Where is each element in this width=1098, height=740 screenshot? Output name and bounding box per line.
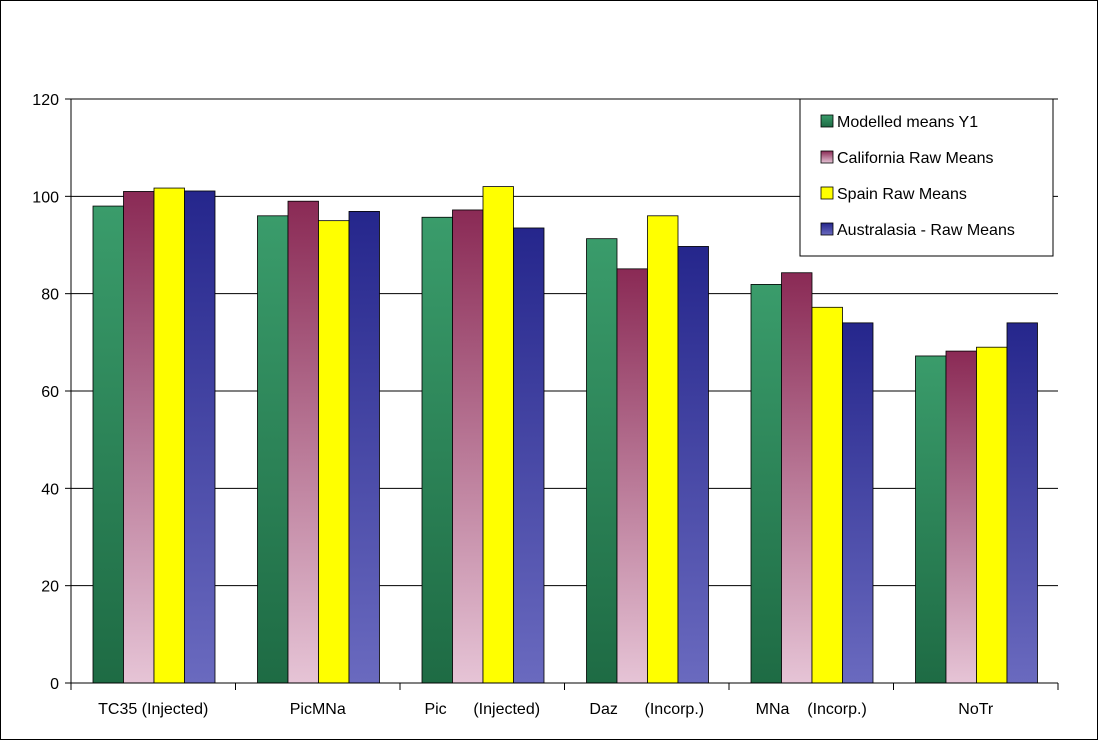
legend: Modelled means Y1 California Raw Means Spa… [799,98,1054,257]
bar [153,187,185,684]
bar [257,215,289,684]
bar [287,200,319,684]
y-tick-label: 40 [41,481,59,498]
bar [616,268,648,684]
bar [915,355,947,684]
x-tick-label: PicMNa [290,701,346,718]
legend-swatch [820,186,834,200]
bar [421,216,453,684]
bar [811,306,843,684]
bars [92,186,1038,684]
bar [945,350,977,684]
bar [647,215,679,684]
legend-swatch [820,114,834,128]
y-tick-label: 120 [32,92,59,109]
y-tick-label: 60 [41,384,59,401]
bar [677,246,709,684]
y-tick-label: 0 [50,676,59,693]
y-tick-label: 20 [41,579,59,596]
x-tick-label: TC35 (Injected) [98,701,208,718]
x-tick-label: Daz (Incorp.) [589,701,704,718]
legend-swatch [820,222,834,236]
y-tick-label: 100 [32,189,59,206]
bar [513,227,545,684]
axes [65,98,1059,690]
legend-box [799,98,1054,257]
bar [123,191,155,684]
legend-label: Australasia - Raw Means [837,222,1015,239]
bar [842,322,874,684]
bar [750,284,782,684]
bar [452,209,484,684]
x-tick-label: NoTr [958,701,994,718]
bar [318,220,350,684]
y-tick-label: 80 [41,287,59,304]
bar [92,205,124,684]
bar [586,238,618,684]
legend-label: Spain Raw Means [837,186,967,203]
x-tick-label: MNa (Incorp.) [756,701,867,718]
x-tick-label: Pic (Injected) [424,701,540,718]
bar [184,190,216,684]
bar [976,346,1008,684]
legend-label: California Raw Means [837,150,994,167]
legend-label: Modelled means Y1 [837,114,978,131]
legend-swatch [820,150,834,164]
axis-labels: 0 20 40 60 80 100 120 TC35 (Injected) PicMNa Pic … [32,92,994,718]
bar [1006,322,1038,684]
gridlines [71,98,1058,587]
bar [348,211,380,684]
bar [482,186,514,684]
bar [781,272,813,684]
